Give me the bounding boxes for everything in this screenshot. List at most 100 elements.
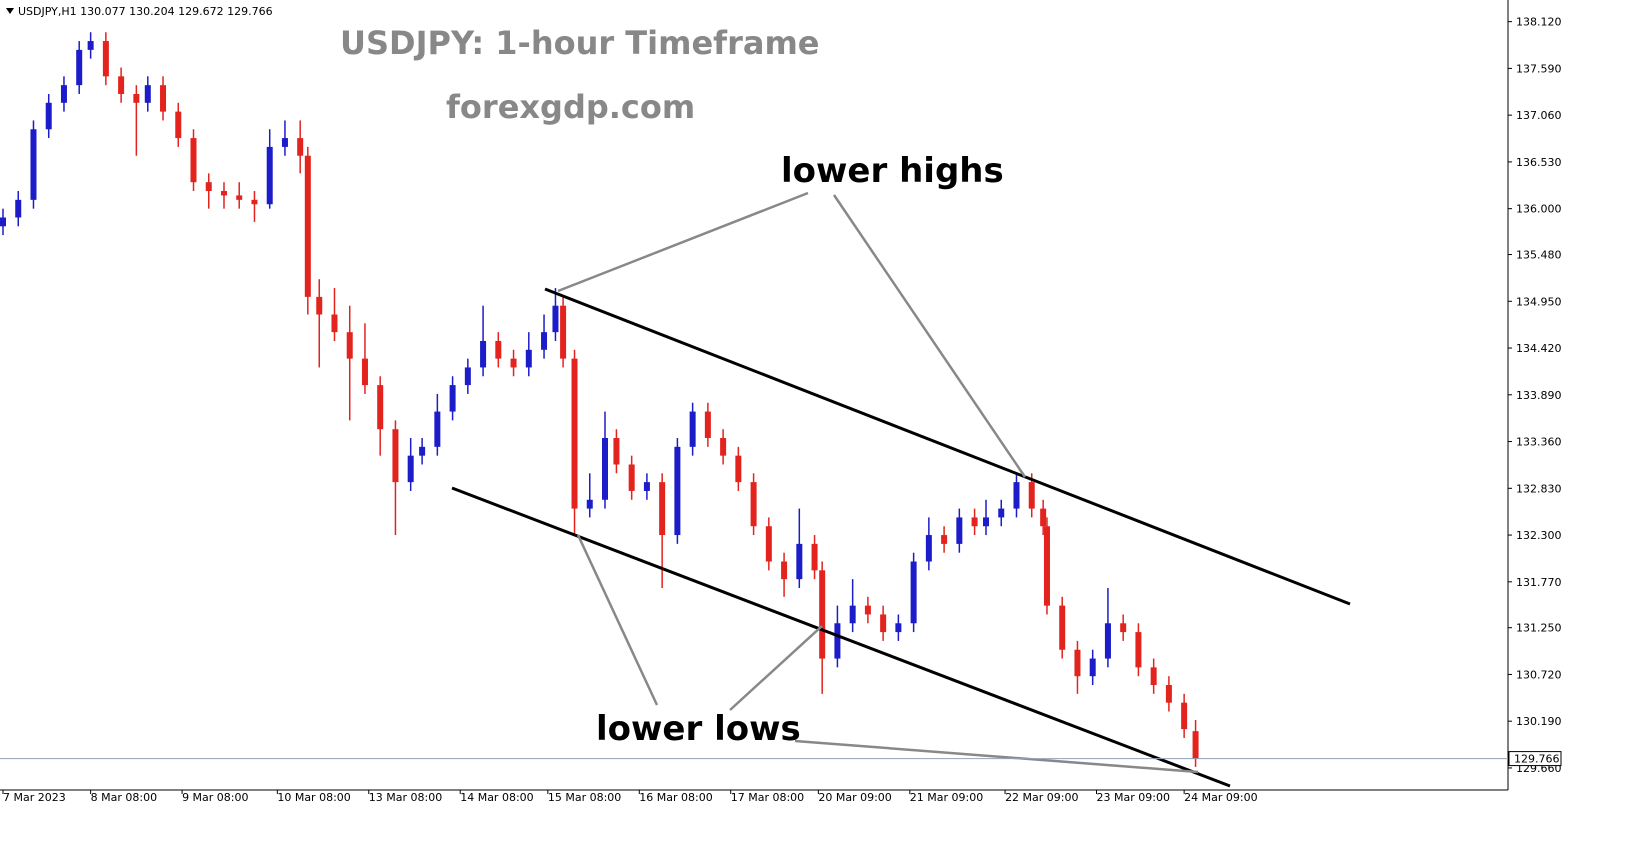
candle-body	[30, 129, 37, 200]
candle-body	[361, 358, 368, 386]
pointer	[794, 739, 1199, 774]
candle-body	[704, 411, 711, 439]
candle-body	[160, 85, 167, 112]
annotation: lower lows	[596, 709, 801, 749]
y-tick-label: 130.190	[1516, 715, 1562, 728]
x-tick-label: 24 Mar 09:00	[1184, 791, 1257, 804]
candles	[0, 32, 1199, 767]
y-tick-label: 134.420	[1516, 342, 1562, 355]
y-tick-label: 133.890	[1516, 389, 1562, 402]
candle-body	[541, 332, 548, 350]
pointer	[557, 191, 809, 293]
candle-body	[613, 438, 620, 465]
candle-body	[495, 340, 502, 359]
candle-body	[1089, 658, 1096, 677]
pointer	[832, 194, 1027, 478]
y-tick-label: 132.830	[1516, 482, 1562, 495]
candle-body	[392, 429, 399, 483]
y-tick-label: 137.590	[1516, 62, 1562, 75]
candle-body	[304, 155, 311, 297]
candle-body	[910, 561, 917, 624]
candle-body	[1074, 649, 1081, 677]
candle-body	[1043, 526, 1050, 606]
candle-body	[1181, 702, 1188, 730]
candle-body	[1040, 508, 1047, 527]
candle-body	[643, 482, 650, 491]
y-tick-label: 133.360	[1516, 436, 1562, 449]
candle-body	[880, 614, 887, 633]
candle-body	[552, 305, 559, 333]
candle-body	[735, 455, 742, 483]
candle-body	[781, 561, 788, 580]
candle-body	[525, 349, 532, 368]
candle-body	[1104, 623, 1111, 659]
candle-body	[971, 517, 978, 527]
candle-body	[1135, 632, 1142, 668]
candle-body	[1165, 685, 1172, 703]
candle-body	[510, 358, 517, 368]
x-tick-label: 7 Mar 2023	[3, 791, 66, 804]
candle-body	[45, 102, 52, 130]
candle-body	[941, 535, 948, 544]
x-tick-label: 15 Mar 08:00	[548, 791, 621, 804]
x-tick-label: 10 Mar 08:00	[277, 791, 350, 804]
x-tick-label: 17 Mar 08:00	[731, 791, 804, 804]
candle-body	[102, 41, 109, 77]
y-tick-label: 134.950	[1516, 295, 1562, 308]
candle-body	[750, 482, 757, 527]
candle-body	[765, 526, 772, 562]
candle-body	[720, 438, 727, 456]
candle-body	[449, 385, 456, 412]
candle-body	[175, 111, 182, 139]
candle-body	[266, 146, 273, 205]
lower-channel	[451, 486, 1231, 788]
candle-body	[316, 296, 323, 315]
x-tick-label: 23 Mar 09:00	[1097, 791, 1170, 804]
candle-body	[419, 446, 426, 456]
candle-body	[1059, 605, 1066, 650]
x-tick-label: 22 Mar 09:00	[1005, 791, 1078, 804]
candle-body	[998, 508, 1005, 518]
candle-body	[190, 138, 197, 183]
candle-body	[674, 446, 681, 536]
candle-body	[1120, 623, 1127, 633]
candle-body	[811, 543, 818, 571]
header: USDJPY,H1 130.077 130.204 129.672 129.76…	[18, 5, 273, 18]
price-label: 129.766	[1514, 753, 1560, 766]
candle-body	[464, 367, 471, 386]
x-tick-label: 9 Mar 08:00	[182, 791, 248, 804]
candle-body	[895, 623, 902, 633]
x-tick-label: 13 Mar 08:00	[369, 791, 442, 804]
candle-body	[60, 85, 67, 103]
candle-body	[236, 195, 243, 200]
y-tick-label: 135.480	[1516, 249, 1562, 262]
candle-body	[864, 605, 871, 615]
candle-body	[1150, 667, 1157, 686]
candle-body	[15, 199, 22, 218]
candle-body	[659, 482, 666, 536]
candle-body	[560, 305, 567, 359]
x-tick-label: 16 Mar 08:00	[639, 791, 712, 804]
candle-body	[956, 517, 963, 544]
candle-body	[925, 535, 932, 562]
chart-title: USDJPY: 1-hour Timeframe	[340, 24, 819, 62]
candle-body	[118, 76, 125, 94]
candle-body	[434, 411, 441, 447]
candle-body	[251, 199, 258, 205]
y-tick-label: 131.250	[1516, 622, 1562, 635]
y-tick-label: 130.720	[1516, 668, 1562, 681]
menu-arrow	[6, 8, 14, 14]
x-tick-label: 20 Mar 09:00	[818, 791, 891, 804]
candle-body	[586, 499, 593, 509]
candle-body	[571, 358, 578, 509]
price-box	[1508, 751, 1562, 767]
candle-body	[76, 49, 83, 86]
candle-body	[1028, 482, 1035, 509]
candle-body	[281, 138, 288, 147]
candle-body	[297, 138, 304, 156]
chart-subtitle: forexgdp.com	[446, 88, 695, 126]
candle-body	[0, 217, 6, 227]
y-tick-label: 136.530	[1516, 156, 1562, 169]
